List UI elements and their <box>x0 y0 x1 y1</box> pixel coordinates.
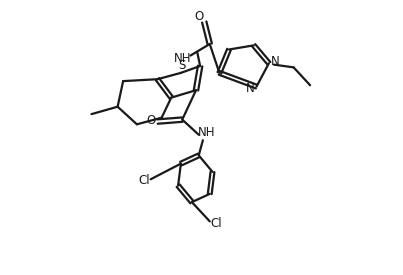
Text: Cl: Cl <box>138 174 150 187</box>
Text: N: N <box>246 82 255 95</box>
Text: Cl: Cl <box>211 217 222 230</box>
Text: N: N <box>270 55 279 68</box>
Text: S: S <box>178 59 185 72</box>
Text: O: O <box>195 10 204 23</box>
Text: NH: NH <box>198 126 216 139</box>
Text: O: O <box>147 114 156 127</box>
Text: NH: NH <box>174 52 191 65</box>
